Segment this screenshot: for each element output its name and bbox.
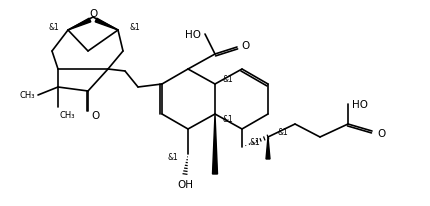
Text: OH: OH — [177, 179, 193, 189]
Text: CH₃: CH₃ — [60, 111, 76, 120]
Text: &1: &1 — [223, 115, 233, 124]
Text: O: O — [91, 110, 99, 121]
Text: HO: HO — [185, 30, 201, 40]
Polygon shape — [212, 115, 218, 174]
Text: &1: &1 — [278, 128, 289, 137]
Text: &1: &1 — [129, 22, 140, 31]
Text: &1: &1 — [250, 138, 261, 147]
Text: O: O — [242, 41, 250, 51]
Text: CH₃: CH₃ — [19, 91, 35, 100]
Text: &1: &1 — [223, 75, 233, 84]
Polygon shape — [266, 137, 270, 159]
Text: &1: &1 — [49, 22, 59, 31]
Polygon shape — [68, 19, 91, 31]
Polygon shape — [95, 19, 118, 31]
Text: O: O — [377, 128, 385, 138]
Text: HO: HO — [352, 99, 368, 109]
Text: O: O — [89, 9, 97, 19]
Text: &1: &1 — [168, 153, 178, 162]
